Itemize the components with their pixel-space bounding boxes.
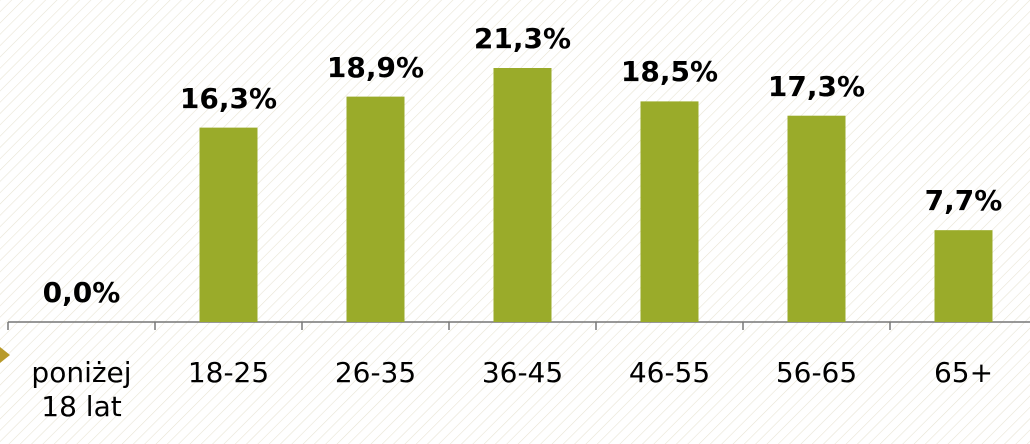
x-tick-label: poniżej 18 lat xyxy=(31,356,132,423)
x-tick-label: 56-65 xyxy=(775,356,858,389)
value-label: 21,3% xyxy=(473,22,572,55)
x-tick-label: 18-25 xyxy=(187,356,270,389)
value-label: 17,3% xyxy=(767,69,866,103)
value-label: 0,0% xyxy=(42,276,121,309)
bar xyxy=(787,115,846,323)
bar xyxy=(199,127,258,322)
value-label: 18,5% xyxy=(620,55,719,89)
bar xyxy=(934,230,993,322)
x-tick-label: 36-45 xyxy=(481,356,564,389)
bar xyxy=(640,101,699,322)
value-label: 18,9% xyxy=(326,50,425,84)
x-tick-label: 46-55 xyxy=(628,356,711,389)
decoration xyxy=(0,347,10,363)
x-tick-label: 65+ xyxy=(933,356,994,389)
bar xyxy=(493,68,552,322)
value-label: 16,3% xyxy=(179,81,278,115)
value-label: 7,7% xyxy=(924,184,1003,218)
x-tick-label: 26-35 xyxy=(334,356,417,389)
bar xyxy=(346,96,405,322)
